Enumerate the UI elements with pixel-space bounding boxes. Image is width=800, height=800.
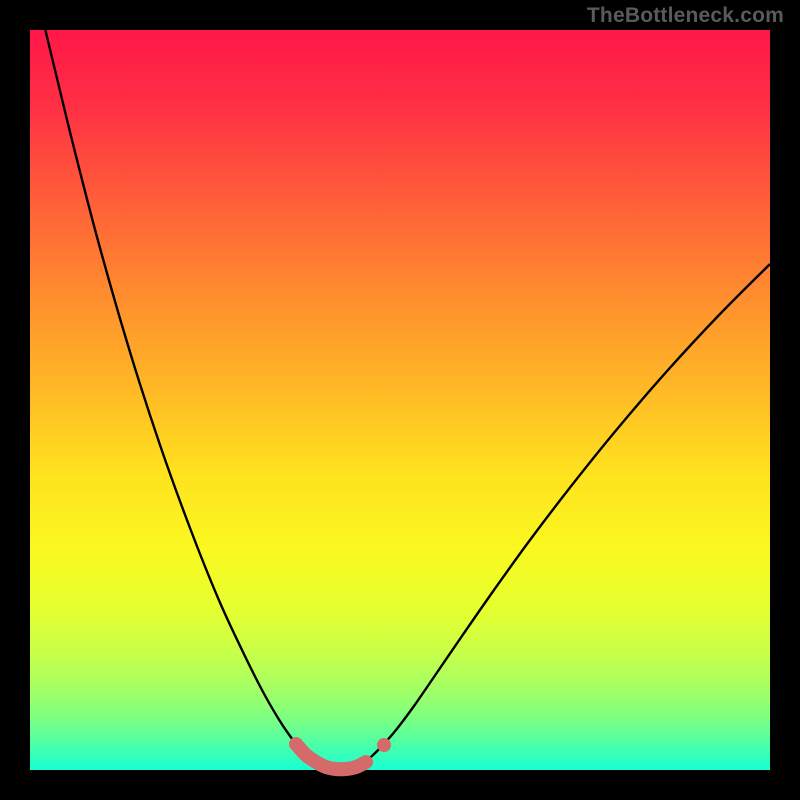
bottleneck-chart: TheBottleneck.com (0, 0, 800, 800)
watermark-text: TheBottleneck.com (587, 4, 784, 28)
plot-background (30, 30, 770, 770)
chart-svg (0, 0, 800, 800)
highlight-dot (377, 738, 391, 752)
